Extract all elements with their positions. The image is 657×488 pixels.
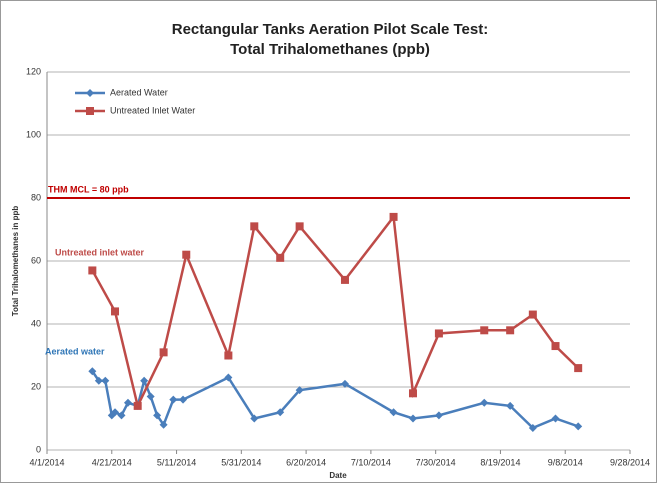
data-point bbox=[389, 212, 398, 221]
reference-label: THM MCL = 80 ppb bbox=[48, 184, 129, 194]
y-tick-label: 80 bbox=[31, 192, 41, 202]
data-point bbox=[94, 376, 103, 385]
data-point bbox=[179, 395, 188, 404]
x-axis-label: Date bbox=[329, 471, 347, 480]
data-point bbox=[146, 392, 155, 401]
data-point bbox=[574, 364, 583, 373]
data-point bbox=[111, 307, 120, 316]
data-point bbox=[86, 89, 94, 97]
x-tick-label: 7/30/2014 bbox=[416, 457, 456, 467]
data-point bbox=[340, 275, 349, 284]
data-point bbox=[117, 411, 126, 420]
data-point bbox=[295, 386, 304, 395]
data-point bbox=[88, 266, 97, 275]
annotation: Untreated inlet water bbox=[55, 247, 145, 257]
x-tick-label: 4/21/2014 bbox=[92, 457, 132, 467]
data-point bbox=[506, 326, 515, 335]
x-tick-label: 5/31/2014 bbox=[221, 457, 261, 467]
chart-title: Rectangular Tanks Aeration Pilot Scale T… bbox=[172, 21, 488, 38]
chart-title: Total Trihalomethanes (ppb) bbox=[230, 41, 430, 58]
legend-label: Aerated Water bbox=[110, 87, 168, 97]
data-point bbox=[159, 420, 168, 429]
data-point bbox=[551, 342, 560, 351]
data-point bbox=[340, 379, 349, 388]
x-tick-label: 7/10/2014 bbox=[351, 457, 391, 467]
data-point bbox=[434, 329, 443, 338]
data-point bbox=[250, 222, 259, 231]
x-tick-label: 6/20/2014 bbox=[286, 457, 326, 467]
y-tick-label: 40 bbox=[31, 318, 41, 328]
data-point bbox=[574, 422, 583, 431]
data-point bbox=[86, 107, 94, 115]
y-tick-label: 60 bbox=[31, 255, 41, 265]
data-point bbox=[111, 408, 120, 417]
data-point bbox=[123, 398, 132, 407]
data-point bbox=[408, 414, 417, 423]
data-point bbox=[101, 376, 110, 385]
data-point bbox=[389, 408, 398, 417]
data-point bbox=[224, 351, 233, 360]
data-point bbox=[528, 310, 537, 319]
data-point bbox=[140, 376, 149, 385]
y-tick-label: 100 bbox=[26, 129, 41, 139]
data-point bbox=[182, 250, 191, 259]
data-point bbox=[169, 395, 178, 404]
data-point bbox=[159, 348, 168, 357]
x-tick-label: 4/1/2014 bbox=[29, 457, 64, 467]
y-tick-label: 20 bbox=[31, 381, 41, 391]
data-point bbox=[153, 411, 162, 420]
annotation: Aerated water bbox=[45, 346, 105, 356]
data-point bbox=[133, 401, 142, 410]
data-point bbox=[551, 414, 560, 423]
data-point bbox=[480, 398, 489, 407]
data-point bbox=[434, 411, 443, 420]
legend-label: Untreated Inlet Water bbox=[110, 105, 195, 115]
y-tick-label: 0 bbox=[36, 444, 41, 454]
data-point bbox=[88, 367, 97, 376]
data-point bbox=[276, 408, 285, 417]
y-tick-label: 120 bbox=[26, 66, 41, 76]
x-tick-label: 5/11/2014 bbox=[157, 457, 196, 467]
data-point bbox=[528, 423, 537, 432]
data-point bbox=[408, 389, 417, 398]
data-point bbox=[480, 326, 489, 335]
data-point bbox=[224, 373, 233, 382]
x-tick-label: 9/8/2014 bbox=[548, 457, 583, 467]
data-point bbox=[250, 414, 259, 423]
x-tick-label: 9/28/2014 bbox=[610, 457, 650, 467]
data-point bbox=[295, 222, 304, 231]
data-point bbox=[506, 401, 515, 410]
y-axis-label: Total Trihalomethanes in ppb bbox=[11, 206, 20, 317]
data-point bbox=[276, 253, 285, 262]
x-tick-label: 8/19/2014 bbox=[480, 457, 520, 467]
